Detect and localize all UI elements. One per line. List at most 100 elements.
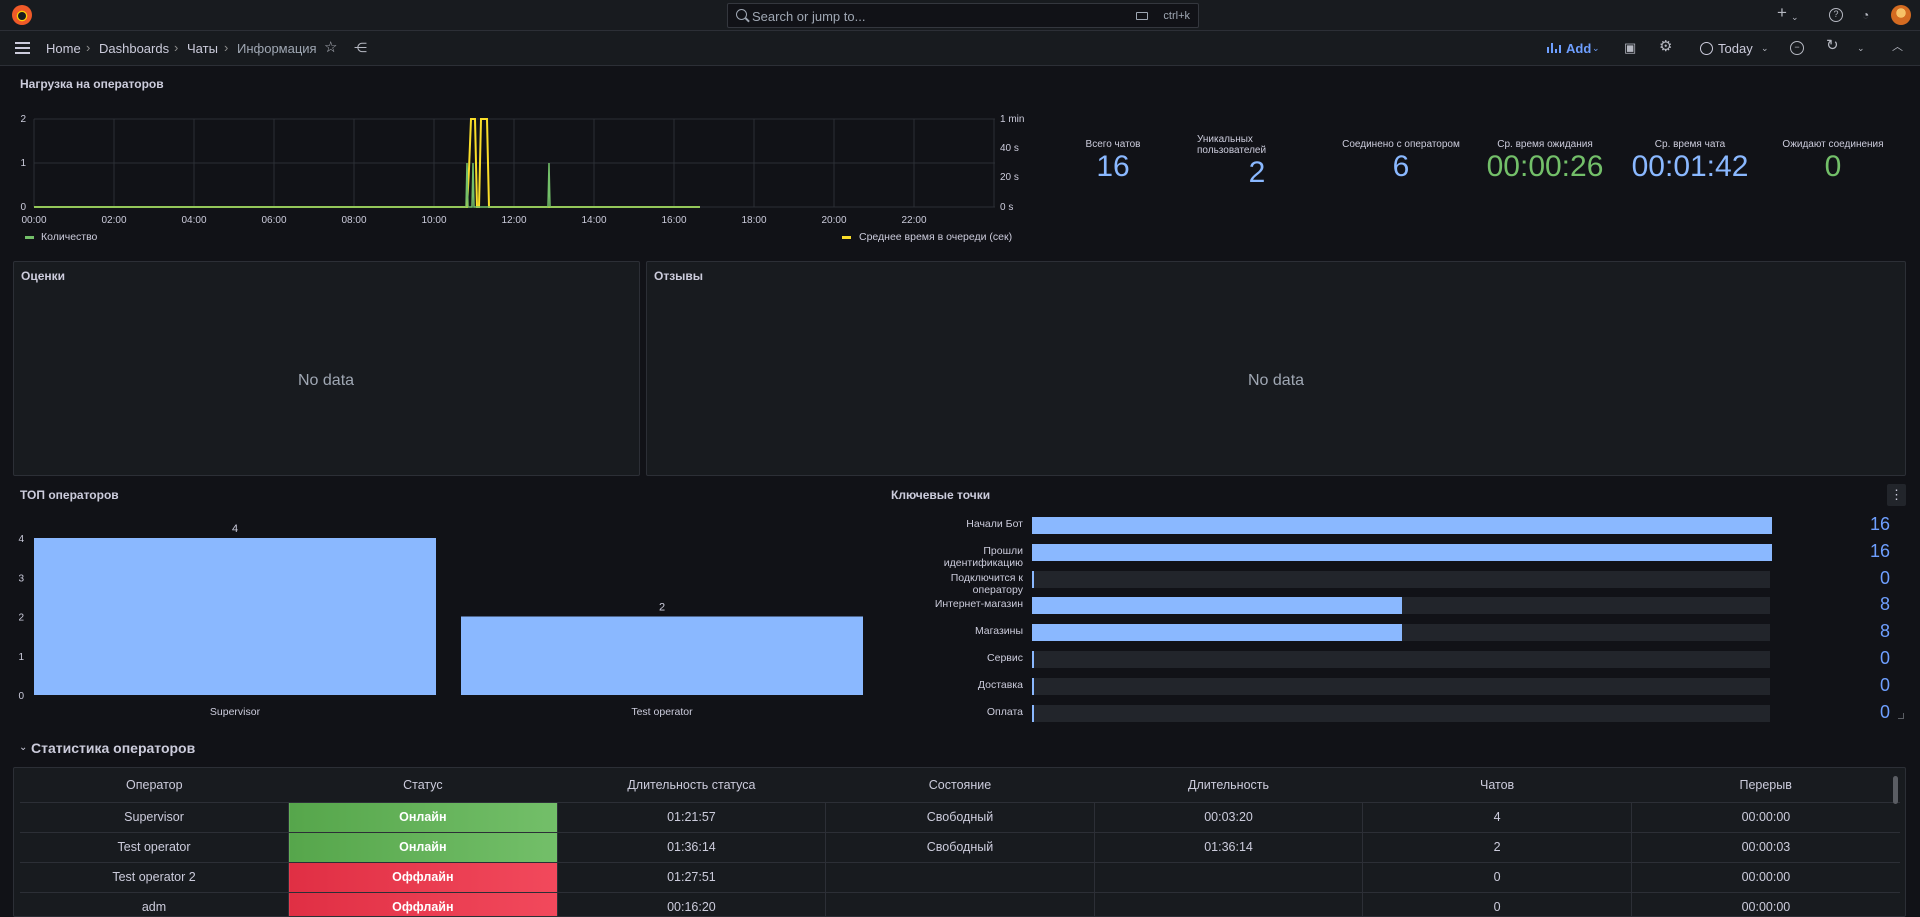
- add-chevron-icon[interactable]: ⌄: [1592, 43, 1600, 53]
- breadcrumb-home[interactable]: Home: [46, 41, 81, 56]
- column-header[interactable]: Статус: [288, 768, 558, 803]
- load-time-series-chart: 2 1 0 1 min 40 s 20 s 0 s 00:00 02:00 04:00 06:00 0…: [20, 114, 1024, 226]
- breadcrumb-separator-icon: ›: [174, 40, 179, 55]
- save-icon[interactable]: ▣: [1624, 40, 1637, 55]
- grafana-logo-icon[interactable]: [12, 5, 32, 25]
- table-row[interactable]: Test operator Онлайн 01:36:14 Свободный 01:3…: [20, 832, 1900, 863]
- table-row[interactable]: adm Оффлайн 00:16:20 0 00:00:00: [20, 892, 1900, 916]
- key-point-label: Оплата: [986, 705, 1023, 718]
- table-cell: Свободный: [825, 802, 1095, 833]
- operators-table: Оператор Статус Длительность статуса Состоя…: [20, 768, 1900, 916]
- operators-section-title[interactable]: Статистика операторов: [31, 740, 196, 756]
- table-cell: 00:16:20: [557, 892, 827, 916]
- key-point-label: Доставка: [977, 678, 1023, 691]
- bar-value-label: 4: [232, 523, 238, 535]
- key-point-value: 16: [1869, 540, 1890, 561]
- menu-icon[interactable]: [15, 42, 30, 54]
- panel-menu-icon[interactable]: ⋮: [1887, 484, 1906, 506]
- search-icon: [736, 9, 747, 20]
- stat-value-unique-users: 2: [1248, 156, 1266, 189]
- table-row[interactable]: Supervisor Онлайн 01:21:57 Свободный 00:03:2…: [20, 802, 1900, 833]
- x-axis-tick: 00:00: [21, 215, 46, 226]
- news-rss-icon[interactable]: ◔: [1862, 8, 1870, 22]
- table-cell: Test operator 2: [20, 862, 290, 893]
- resize-handle-icon[interactable]: [1898, 713, 1904, 719]
- key-point-label: Сервис: [987, 652, 1023, 664]
- table-row[interactable]: Test operator 2 Оффлайн 01:27:51 0 00:00:00: [20, 862, 1900, 893]
- x-axis-tick: 20:00: [821, 215, 846, 226]
- key-point-label: Прошли идентификацию: [943, 544, 1023, 569]
- time-range-picker[interactable]: Today: [1718, 41, 1753, 56]
- reviews-panel-title: Отзывы: [654, 269, 704, 283]
- key-point-value: 0: [1879, 701, 1890, 722]
- add-button[interactable]: Add: [1566, 41, 1592, 56]
- key-point-label: Интернет-магазин: [934, 598, 1023, 611]
- top-operators-title: ТОП операторов: [20, 488, 119, 502]
- time-range-chevron-icon[interactable]: ⌄: [1761, 43, 1769, 53]
- table-cell: 00:00:00: [1631, 802, 1900, 833]
- y-axis-tick-left: 1: [20, 158, 26, 169]
- search-input[interactable]: Search or jump to... ctrl+k: [727, 3, 1199, 28]
- breadcrumb-folder[interactable]: Чаты: [187, 41, 218, 56]
- zoom-out-icon[interactable]: −: [1790, 41, 1804, 55]
- y-axis-tick-left: 2: [20, 114, 26, 125]
- y-axis-tick: 2: [18, 613, 24, 624]
- column-header[interactable]: Состояние: [825, 768, 1095, 803]
- key-point-bar-fill: [1032, 624, 1402, 642]
- table-scrollbar[interactable]: [1893, 776, 1898, 804]
- bar-value-label: 2: [659, 602, 665, 614]
- bar[interactable]: [461, 616, 863, 696]
- table-cell: 01:27:51: [557, 862, 827, 893]
- table-cell: [1094, 892, 1364, 916]
- refresh-interval-chevron-icon[interactable]: ⌄: [1857, 43, 1865, 53]
- bar[interactable]: [34, 538, 436, 695]
- user-avatar[interactable]: [1891, 5, 1911, 25]
- new-plus-icon[interactable]: +: [1777, 3, 1787, 22]
- key-point-bar-track: [1032, 651, 1770, 668]
- settings-gear-icon[interactable]: ⚙: [1659, 38, 1673, 55]
- column-header[interactable]: Чатов: [1362, 768, 1632, 803]
- stat-label-total-chats: Всего чатов: [1085, 139, 1141, 150]
- table-cell: Supervisor: [20, 802, 290, 833]
- refresh-icon[interactable]: ↻: [1826, 37, 1839, 54]
- add-visualization-icon[interactable]: [1547, 43, 1561, 53]
- collapse-chevron-up-icon[interactable]: ︿: [1892, 41, 1903, 53]
- series-count-line[interactable]: [34, 162, 700, 208]
- stat-value-total-chats: 16: [1096, 150, 1130, 183]
- column-header[interactable]: Перерыв: [1631, 768, 1900, 803]
- x-axis-category-label: Supervisor: [210, 706, 261, 718]
- y-axis-tick: 1: [18, 652, 24, 663]
- legend-wait[interactable]: Среднее время в очереди (сек): [859, 231, 1013, 243]
- table-cell: Test operator: [20, 832, 290, 863]
- keyboard-icon: [1136, 12, 1148, 20]
- table-cell: 2: [1362, 832, 1632, 863]
- stat-value-avg-wait: 00:00:26: [1486, 150, 1604, 183]
- column-header[interactable]: Оператор: [20, 768, 289, 803]
- column-header[interactable]: Длительность статуса: [557, 768, 826, 803]
- help-icon[interactable]: ?: [1829, 8, 1843, 22]
- breadcrumb-separator-icon: ›: [224, 40, 229, 55]
- table-cell: [825, 892, 1095, 916]
- column-header[interactable]: Длительность: [1094, 768, 1363, 803]
- search-shortcut: ctrl+k: [1163, 10, 1190, 22]
- key-point-value: 0: [1879, 567, 1890, 588]
- chevron-down-icon[interactable]: ⌄: [1791, 12, 1799, 22]
- key-point-value: 0: [1879, 674, 1890, 695]
- clock-icon: [1700, 42, 1713, 55]
- key-point-value: 8: [1879, 621, 1890, 642]
- table-cell: 0: [1362, 892, 1632, 916]
- y-axis-tick: 3: [18, 573, 24, 584]
- key-point-label: Магазины: [974, 625, 1023, 638]
- ratings-panel-title: Оценки: [21, 269, 66, 283]
- star-icon[interactable]: ☆: [324, 39, 338, 56]
- top-bar: Search or jump to... ctrl+k + ⌄ ? ◔: [0, 0, 1920, 31]
- y-axis-tick: 4: [18, 534, 24, 545]
- key-point-bar-fill: [1032, 651, 1034, 668]
- legend-count[interactable]: Количество: [41, 231, 98, 243]
- ratings-panel: Оценки No data: [13, 261, 640, 476]
- share-icon[interactable]: ⋲: [354, 40, 367, 55]
- x-axis-tick: 22:00: [901, 215, 926, 226]
- status-cell: Оффлайн: [288, 862, 558, 893]
- collapse-row-chevron-icon[interactable]: ⌄: [19, 742, 28, 753]
- breadcrumb-dashboards[interactable]: Dashboards: [99, 41, 170, 56]
